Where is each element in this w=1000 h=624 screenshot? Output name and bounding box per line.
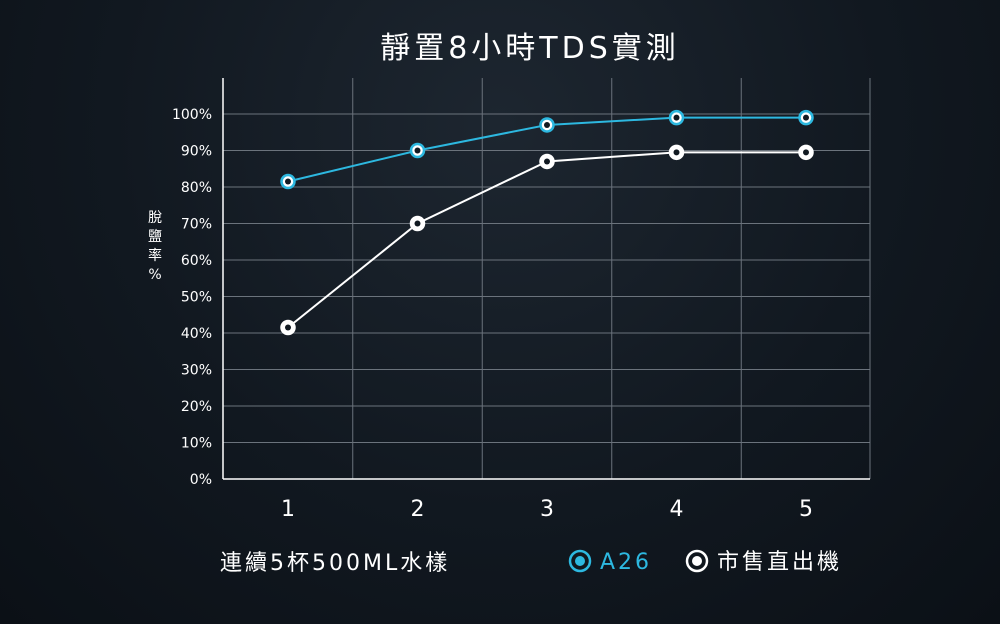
data-point <box>285 324 291 331</box>
x-tick-label: 3 <box>540 497 554 522</box>
series <box>280 109 814 336</box>
series-1 <box>280 109 814 190</box>
series-line <box>287 151 806 329</box>
data-point <box>414 147 421 154</box>
legend-item: 市售直出機 <box>685 549 842 575</box>
data-point <box>544 158 550 165</box>
x-axis-ticks: 1 2 3 4 5 <box>281 497 813 522</box>
series-2 <box>280 144 814 336</box>
data-point <box>673 114 680 121</box>
legend-label: A26 <box>600 550 652 575</box>
y-axis-ticks: 0% 10% 20% 30% 40% 50% 60% 70% 80% 90% 100% <box>172 107 212 488</box>
y-tick-label: 80% <box>181 180 212 196</box>
y-tick-label: 50% <box>181 290 212 306</box>
x-tick-label: 5 <box>799 497 813 522</box>
y-tick-label: 40% <box>181 326 212 342</box>
chart-title: 靜置8小時TDS實測 <box>380 31 680 66</box>
x-tick-label: 1 <box>281 497 295 522</box>
data-point <box>544 121 550 128</box>
legend-marker-dot <box>575 556 585 566</box>
y-tick-label: 10% <box>181 436 212 452</box>
legend: A26 市售直出機 <box>568 549 842 575</box>
legend-marker-dot <box>692 556 702 566</box>
y-tick-label: 0% <box>190 472 212 488</box>
data-point <box>673 149 680 156</box>
grid <box>223 78 871 479</box>
axes <box>222 78 870 480</box>
legend-item: A26 <box>568 549 652 575</box>
y-tick-label: 30% <box>181 363 212 379</box>
x-tick-label: 2 <box>411 497 425 522</box>
legend-label: 市售直出機 <box>717 550 842 575</box>
legend-marker-ring <box>568 549 592 573</box>
x-tick-label: 4 <box>670 497 684 522</box>
data-point <box>285 178 291 185</box>
x-axis-label: 連續5杯500ML水樣 <box>220 551 450 576</box>
y-tick-label: 20% <box>181 399 212 415</box>
y-tick-label: 100% <box>172 107 212 123</box>
data-point <box>803 114 809 121</box>
y-tick-label: 60% <box>181 253 212 269</box>
y-axis-label: 脫鹽率% <box>148 210 162 283</box>
data-point <box>803 149 809 156</box>
y-tick-label: 90% <box>181 144 212 160</box>
data-point <box>414 220 421 227</box>
legend-marker-ring <box>685 549 709 573</box>
y-tick-label: 70% <box>181 217 212 233</box>
